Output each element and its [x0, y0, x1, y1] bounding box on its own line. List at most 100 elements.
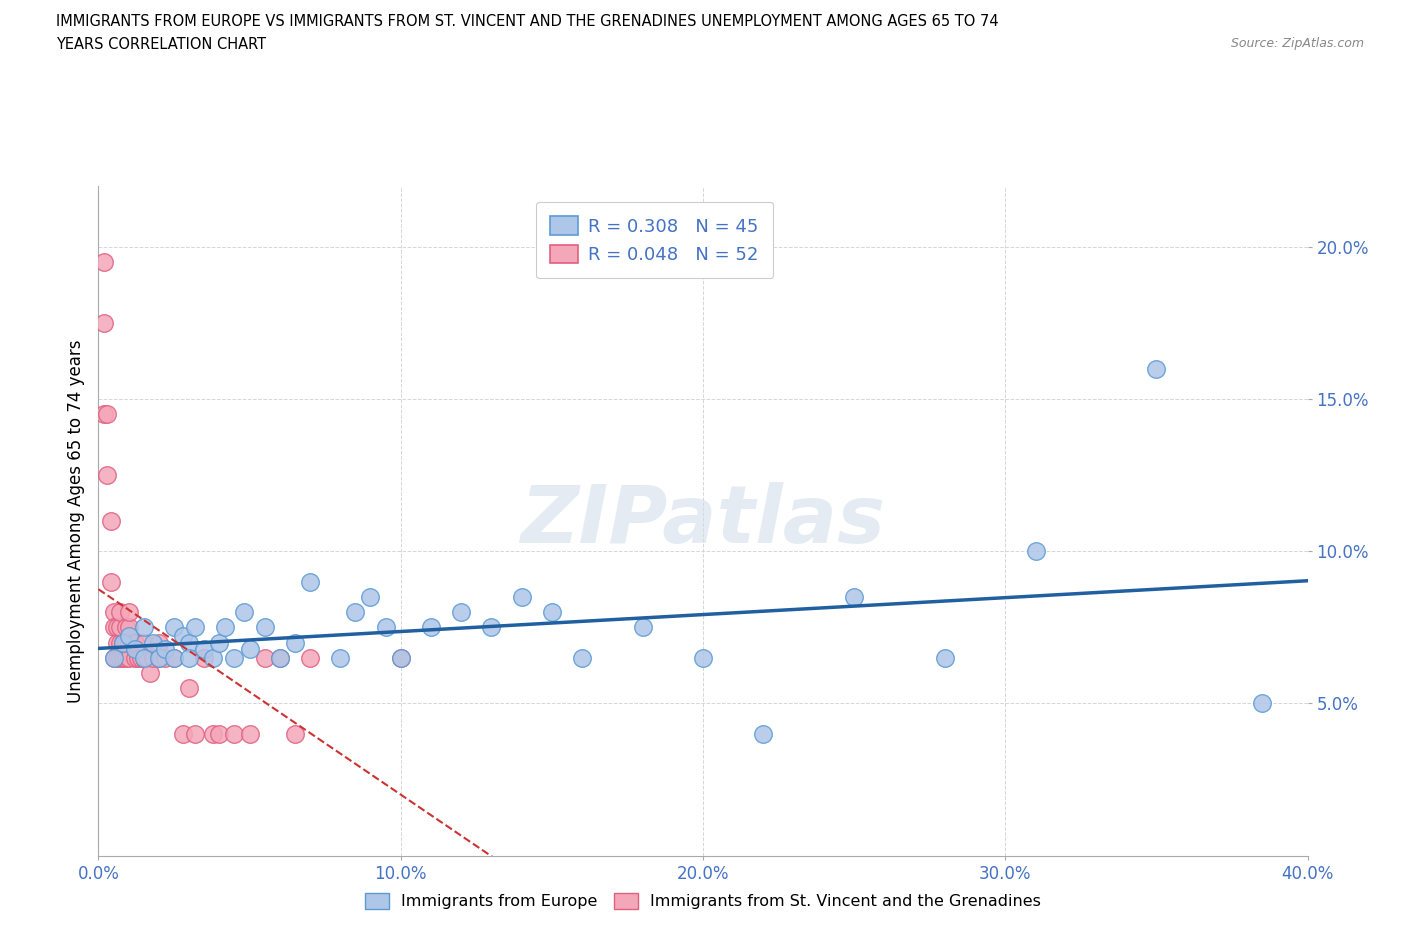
Point	[105, 650, 128, 665]
Text: ZIPatlas: ZIPatlas	[520, 482, 886, 560]
Point	[93, 406, 115, 421]
Point	[284, 726, 307, 741]
Point	[172, 726, 194, 741]
Point	[111, 650, 134, 665]
Point	[239, 726, 262, 741]
Point	[118, 629, 141, 644]
Point	[124, 635, 146, 650]
Point	[329, 650, 352, 665]
Point	[100, 574, 122, 589]
Point	[1144, 361, 1167, 376]
Point	[177, 681, 201, 696]
Point	[510, 590, 533, 604]
Point	[208, 726, 231, 741]
Point	[844, 590, 866, 604]
Y-axis label: Unemployment Among Ages 65 to 74 years: Unemployment Among Ages 65 to 74 years	[66, 339, 84, 702]
Point	[111, 635, 134, 650]
Point	[177, 635, 201, 650]
Point	[124, 650, 146, 665]
Point	[193, 650, 215, 665]
Point	[450, 604, 472, 619]
Legend: Immigrants from Europe, Immigrants from St. Vincent and the Grenadines: Immigrants from Europe, Immigrants from …	[357, 885, 1049, 917]
Point	[114, 620, 136, 635]
Text: IMMIGRANTS FROM EUROPE VS IMMIGRANTS FROM ST. VINCENT AND THE GRENADINES UNEMPLO: IMMIGRANTS FROM EUROPE VS IMMIGRANTS FRO…	[56, 14, 998, 29]
Point	[214, 620, 236, 635]
Point	[127, 650, 149, 665]
Point	[132, 620, 155, 635]
Point	[153, 641, 176, 656]
Point	[129, 650, 152, 665]
Point	[114, 650, 136, 665]
Point	[239, 641, 262, 656]
Point	[124, 641, 146, 656]
Point	[132, 650, 155, 665]
Point	[571, 650, 593, 665]
Legend: R = 0.308   N = 45, R = 0.048   N = 52: R = 0.308 N = 45, R = 0.048 N = 52	[536, 202, 773, 278]
Point	[139, 666, 162, 681]
Text: YEARS CORRELATION CHART: YEARS CORRELATION CHART	[56, 37, 266, 52]
Point	[118, 635, 141, 650]
Point	[389, 650, 412, 665]
Point	[540, 604, 562, 619]
Point	[177, 650, 201, 665]
Point	[114, 635, 136, 650]
Point	[1251, 696, 1274, 711]
Point	[934, 650, 956, 665]
Point	[208, 635, 231, 650]
Point	[148, 635, 170, 650]
Point	[93, 255, 115, 270]
Point	[284, 635, 307, 650]
Point	[105, 620, 128, 635]
Point	[224, 650, 246, 665]
Point	[631, 620, 654, 635]
Point	[148, 650, 170, 665]
Point	[172, 629, 194, 644]
Point	[93, 315, 115, 330]
Point	[118, 620, 141, 635]
Point	[419, 620, 441, 635]
Point	[108, 620, 131, 635]
Point	[389, 650, 412, 665]
Point	[360, 590, 382, 604]
Point	[163, 650, 186, 665]
Point	[118, 604, 141, 619]
Point	[163, 620, 186, 635]
Point	[103, 650, 125, 665]
Point	[269, 650, 291, 665]
Point	[202, 650, 225, 665]
Point	[184, 726, 207, 741]
Point	[105, 635, 128, 650]
Point	[108, 635, 131, 650]
Point	[96, 406, 118, 421]
Point	[1024, 544, 1046, 559]
Point	[96, 468, 118, 483]
Point	[202, 726, 225, 741]
Point	[481, 620, 503, 635]
Point	[135, 650, 157, 665]
Point	[752, 726, 775, 741]
Point	[269, 650, 291, 665]
Point	[253, 620, 276, 635]
Point	[108, 604, 131, 619]
Point	[224, 726, 246, 741]
Point	[299, 650, 322, 665]
Point	[148, 650, 170, 665]
Point	[103, 650, 125, 665]
Point	[142, 635, 165, 650]
Point	[692, 650, 714, 665]
Point	[193, 641, 215, 656]
Point	[111, 635, 134, 650]
Point	[374, 620, 396, 635]
Point	[142, 650, 165, 665]
Point	[132, 650, 155, 665]
Point	[153, 650, 176, 665]
Point	[184, 620, 207, 635]
Point	[103, 604, 125, 619]
Point	[253, 650, 276, 665]
Point	[118, 650, 141, 665]
Point	[100, 513, 122, 528]
Point	[299, 574, 322, 589]
Point	[108, 650, 131, 665]
Point	[103, 620, 125, 635]
Point	[232, 604, 254, 619]
